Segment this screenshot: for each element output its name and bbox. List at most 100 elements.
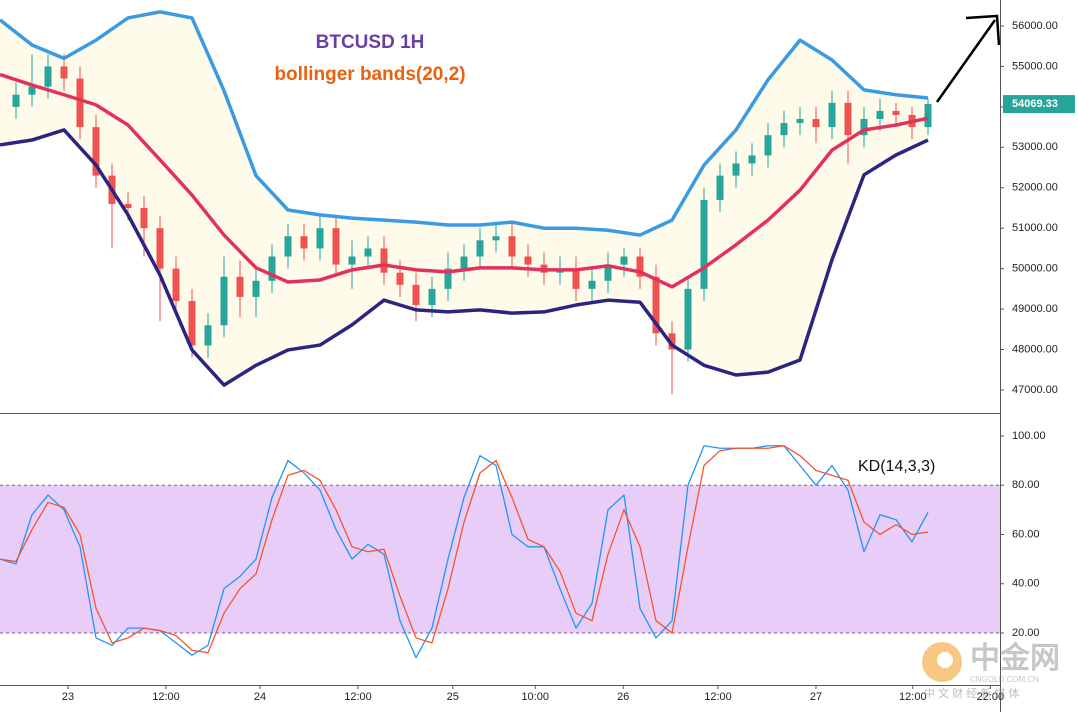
band-line <box>0 72 929 289</box>
x-tick-label: 12:00 <box>899 691 927 703</box>
x-tick-label: 12:00 <box>704 691 732 703</box>
last-price-box <box>1003 95 1075 114</box>
candle-body <box>732 163 740 176</box>
x-tick-label: 12:00 <box>344 691 372 703</box>
watermark-logo-inner <box>937 652 953 668</box>
kd-pane <box>0 445 1000 659</box>
candle-body <box>636 256 644 277</box>
candle-body <box>156 228 164 269</box>
candle-body <box>172 268 180 301</box>
y-tick-label: 53000.00 <box>1012 141 1058 153</box>
candle-body <box>300 236 308 249</box>
candle-body <box>268 256 276 281</box>
candle-body <box>28 86 36 95</box>
y-tick-label: 51000.00 <box>1012 222 1058 234</box>
arrow-head <box>965 14 1001 46</box>
watermark: 中金网 CNGOLD.COM.CN 中 文 财 经 新 媒 体 <box>922 641 1060 700</box>
candle-body <box>780 123 788 136</box>
candle-body <box>364 248 372 257</box>
y-tick-label: 56000.00 <box>1012 20 1058 32</box>
candle-body <box>716 175 724 200</box>
candle-body <box>284 236 292 257</box>
candle-body <box>476 240 484 257</box>
candle-body <box>668 333 676 350</box>
chart-title: BTCUSD 1H <box>316 32 425 53</box>
y-tick-label: 80.00 <box>1012 479 1040 491</box>
y-tick-label: 47000.00 <box>1012 384 1058 396</box>
arrow-line <box>935 19 997 103</box>
band-line <box>0 128 929 387</box>
candle-body <box>796 119 804 124</box>
x-tick-label: 25 <box>447 691 459 703</box>
kd-band <box>0 485 1000 634</box>
candle-body <box>236 276 244 297</box>
candle-body <box>620 256 628 265</box>
x-tick-label: 10:00 <box>521 691 549 703</box>
y-tick-label: 20.00 <box>1012 627 1040 639</box>
y-tick-label: 49000.00 <box>1012 303 1058 315</box>
price-pane <box>0 10 932 394</box>
x-tick-label: 26 <box>617 691 629 703</box>
candle-body <box>844 102 852 136</box>
candle-body <box>220 276 228 326</box>
candle-body <box>44 66 52 87</box>
y-tick-label: 52000.00 <box>1012 182 1058 194</box>
candle-body <box>428 288 436 306</box>
watermark-name: 中金网 <box>970 641 1060 675</box>
candle-body <box>140 207 148 229</box>
candle-body <box>444 268 452 289</box>
candle-body <box>332 228 340 265</box>
candle-body <box>764 135 772 156</box>
x-tick-label: 24 <box>254 691 266 703</box>
candle-body <box>316 228 324 249</box>
band-fill <box>0 11 928 386</box>
candle-body <box>124 203 132 208</box>
band-line <box>0 10 929 237</box>
candle-body <box>652 276 660 334</box>
kd-title: KD(14,3,3) <box>858 458 935 475</box>
y-tick-label: 60.00 <box>1012 528 1040 540</box>
last-price-label: 54069.33 <box>1012 98 1058 110</box>
candle-body <box>396 272 404 285</box>
x-tick-label: 27 <box>810 691 822 703</box>
candle-body <box>860 119 868 136</box>
axes: 47000.00 48000.00 49000.00 50000.00 51000.00… <box>62 20 1075 703</box>
candle-body <box>924 104 932 128</box>
candle-body <box>876 110 884 120</box>
candle-body <box>92 127 100 176</box>
candle-body <box>204 325 212 346</box>
kd-line <box>0 445 929 654</box>
y-tick-label: 50000.00 <box>1012 263 1058 275</box>
candle-body <box>700 199 708 289</box>
x-tick-label: 22:00 <box>977 691 1005 703</box>
candle-body <box>460 256 468 269</box>
candle-body <box>684 288 692 350</box>
candle-body <box>748 155 756 164</box>
x-tick-label: 12:00 <box>152 691 180 703</box>
candle-body <box>508 236 516 257</box>
candle-body <box>188 300 196 346</box>
y-tick-label: 48000.00 <box>1012 343 1058 355</box>
candle-body <box>380 248 388 273</box>
candle-body <box>348 256 356 265</box>
y-tick-label: 40.00 <box>1012 578 1040 590</box>
candle-body <box>524 256 532 265</box>
candle-body <box>76 78 84 128</box>
candle-body <box>604 264 612 281</box>
trend-arrow <box>935 14 1001 103</box>
candle-body <box>60 66 68 79</box>
watermark-domain: CNGOLD.COM.CN <box>970 675 1039 684</box>
y-tick-label: 100.00 <box>1012 430 1046 442</box>
chart-subtitle: bollinger bands(20,2) <box>274 64 465 85</box>
candle-body <box>892 110 900 115</box>
candle-body <box>492 236 500 241</box>
candle-body <box>588 280 596 289</box>
candle-body <box>412 284 420 306</box>
candle-body <box>812 119 820 128</box>
x-tick-label: 23 <box>62 691 74 703</box>
candle-body <box>252 280 260 297</box>
candle-body <box>572 268 580 289</box>
candle-body <box>12 94 20 107</box>
